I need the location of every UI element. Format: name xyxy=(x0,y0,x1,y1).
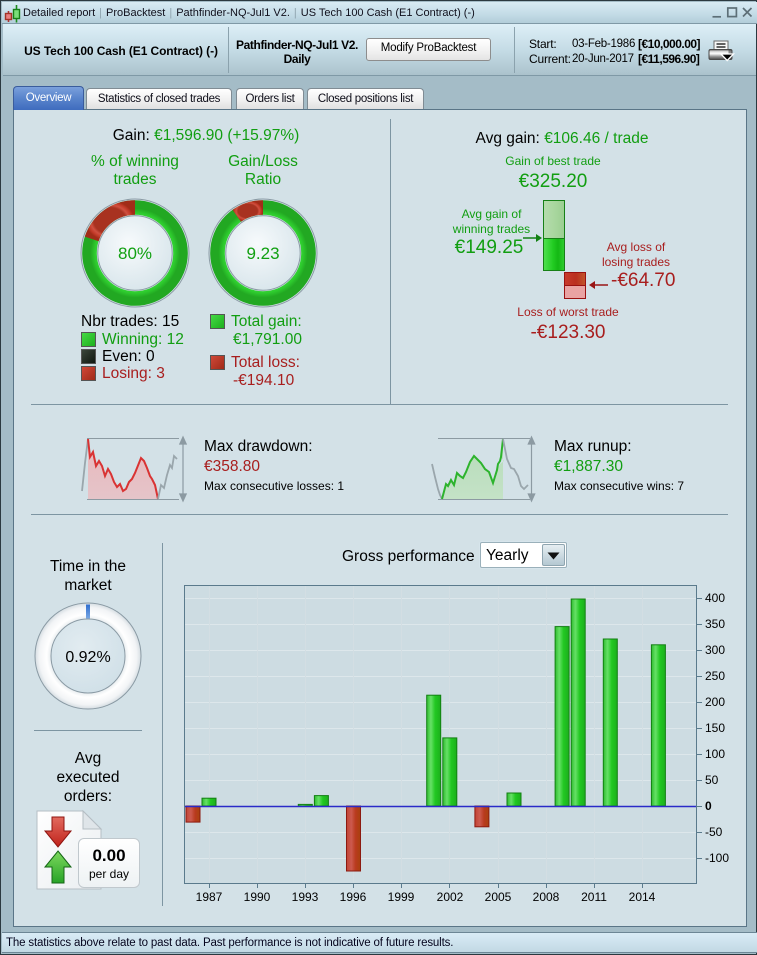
svg-text:0.92%: 0.92% xyxy=(65,649,110,666)
svg-text:9.23: 9.23 xyxy=(246,244,279,263)
svg-text:80%: 80% xyxy=(118,244,152,263)
